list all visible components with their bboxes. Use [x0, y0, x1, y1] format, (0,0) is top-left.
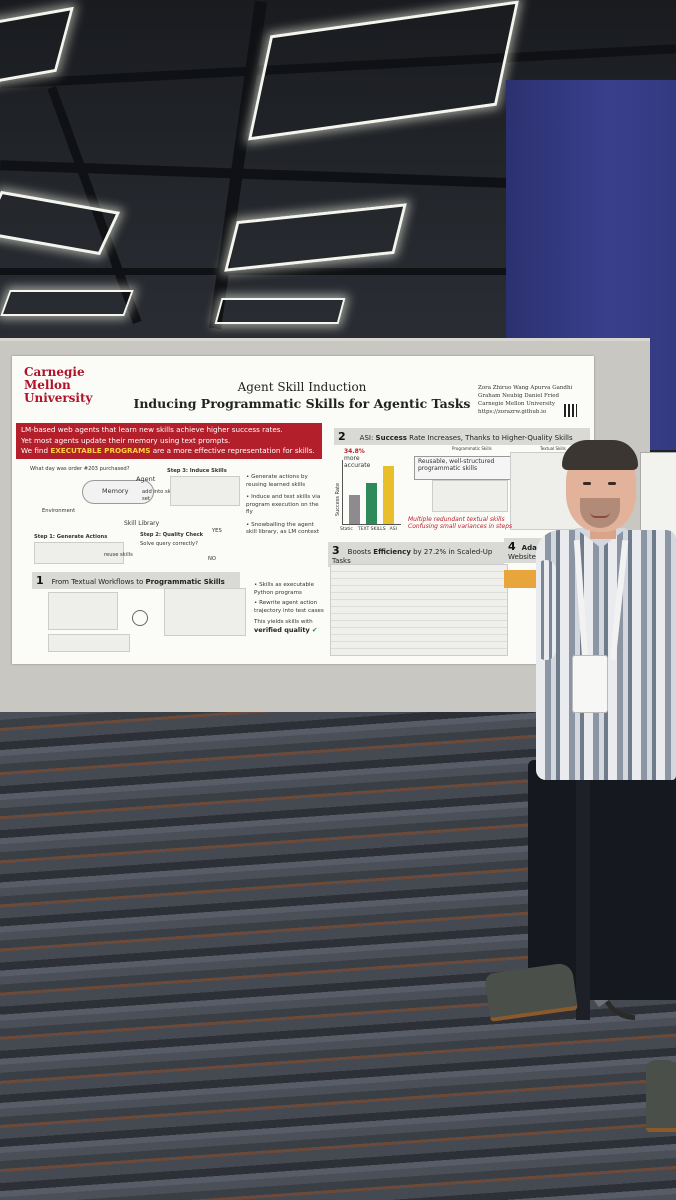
quality-question: Solve query correctly?	[140, 541, 198, 547]
poster-title-line2: Inducing Programmatic Skills for Agentic…	[133, 396, 471, 411]
section1-header: 1 From Textual Workflows to Programmatic …	[32, 572, 240, 589]
method-bullets: • Generate actions by reusing learned sk…	[246, 474, 321, 535]
add-into-label: add into skill set	[142, 489, 176, 502]
agent-label: Agent	[136, 475, 156, 483]
ceiling-light	[224, 203, 407, 272]
redundancy-note: Multiple redundant textual skills Confus…	[408, 516, 513, 530]
program-skill-box	[164, 588, 246, 636]
section1-bullets: • Skills as executable Python programs •…	[254, 582, 324, 634]
section3-header: 3 Boosts Efficiency by 27.2% in Scaled-Up…	[328, 542, 504, 567]
step3-label: Step 3: Induce Skills	[167, 468, 227, 474]
example-query: What day was order #203 purchased?	[30, 466, 130, 472]
ceiling-light	[0, 190, 121, 256]
bar-asi	[383, 466, 394, 524]
section4-bullets: • Reuse ski from other • Skip or re inco…	[538, 602, 570, 638]
tick-label-static: Static	[340, 527, 353, 532]
skill-code-box	[170, 476, 240, 506]
memory-cloud	[82, 480, 154, 504]
poster-authors: Zora Zhiruo Wang Apurva Gandhi Graham Ne…	[478, 385, 573, 415]
ceiling-light	[0, 290, 134, 316]
university-logo: Carnegie Mellon University	[24, 365, 93, 405]
skill-library-label: Skill Library	[124, 520, 160, 527]
gear-icon	[132, 610, 148, 626]
intro-banner: LM-based web agents that learn new skill…	[16, 423, 322, 459]
improvement-annotation: 34.8% more accurate	[344, 448, 371, 469]
no-label: NO	[208, 556, 216, 562]
test-case-box	[48, 634, 130, 652]
step1-label: Step 1: Generate Actions	[34, 534, 108, 540]
poster-title-line1: Agent Skill Induction	[237, 380, 367, 394]
efficiency-table	[330, 564, 508, 656]
ceiling-light	[248, 0, 519, 141]
research-poster: Carnegie Mellon University Agent Skill I…	[12, 356, 594, 664]
step2-label: Step 2: Quality Check	[140, 532, 204, 538]
environment-label: Environment	[42, 508, 76, 514]
ceiling-beam	[209, 0, 267, 330]
textual-workflow-box	[48, 592, 118, 630]
programmatic-skill-code	[432, 480, 508, 512]
action-code-box	[34, 542, 124, 564]
qr-code	[564, 404, 577, 417]
yes-label: YES	[212, 528, 222, 534]
callout-box: Reusable, well-structured programmatic s…	[414, 456, 514, 480]
bar-text-skills	[366, 483, 377, 524]
website-thumbnail	[504, 570, 536, 588]
ceiling-beam	[0, 268, 676, 275]
chart-xlabels: Static TEXT SKILLS ASI	[340, 526, 412, 533]
tick-label-asi: ASI	[389, 527, 397, 532]
section2-header: 2 ASI: Success Rate Increases, Thanks to …	[334, 428, 590, 445]
col-header-textual: Textual Skills	[540, 446, 566, 451]
bar-static	[349, 495, 360, 524]
ceiling-light	[214, 298, 346, 324]
tick-label-text-skills: TEXT SKILLS	[357, 527, 386, 532]
success-rate-bar-chart	[342, 460, 401, 525]
adjacent-poster	[640, 452, 676, 544]
section4-header: 4 Adapt Across Websites	[504, 538, 592, 563]
reuse-label: reuse skills	[104, 552, 133, 558]
memory-label: Memory	[102, 487, 129, 495]
col-header-programmatic: Programmatic Skills	[452, 446, 492, 451]
